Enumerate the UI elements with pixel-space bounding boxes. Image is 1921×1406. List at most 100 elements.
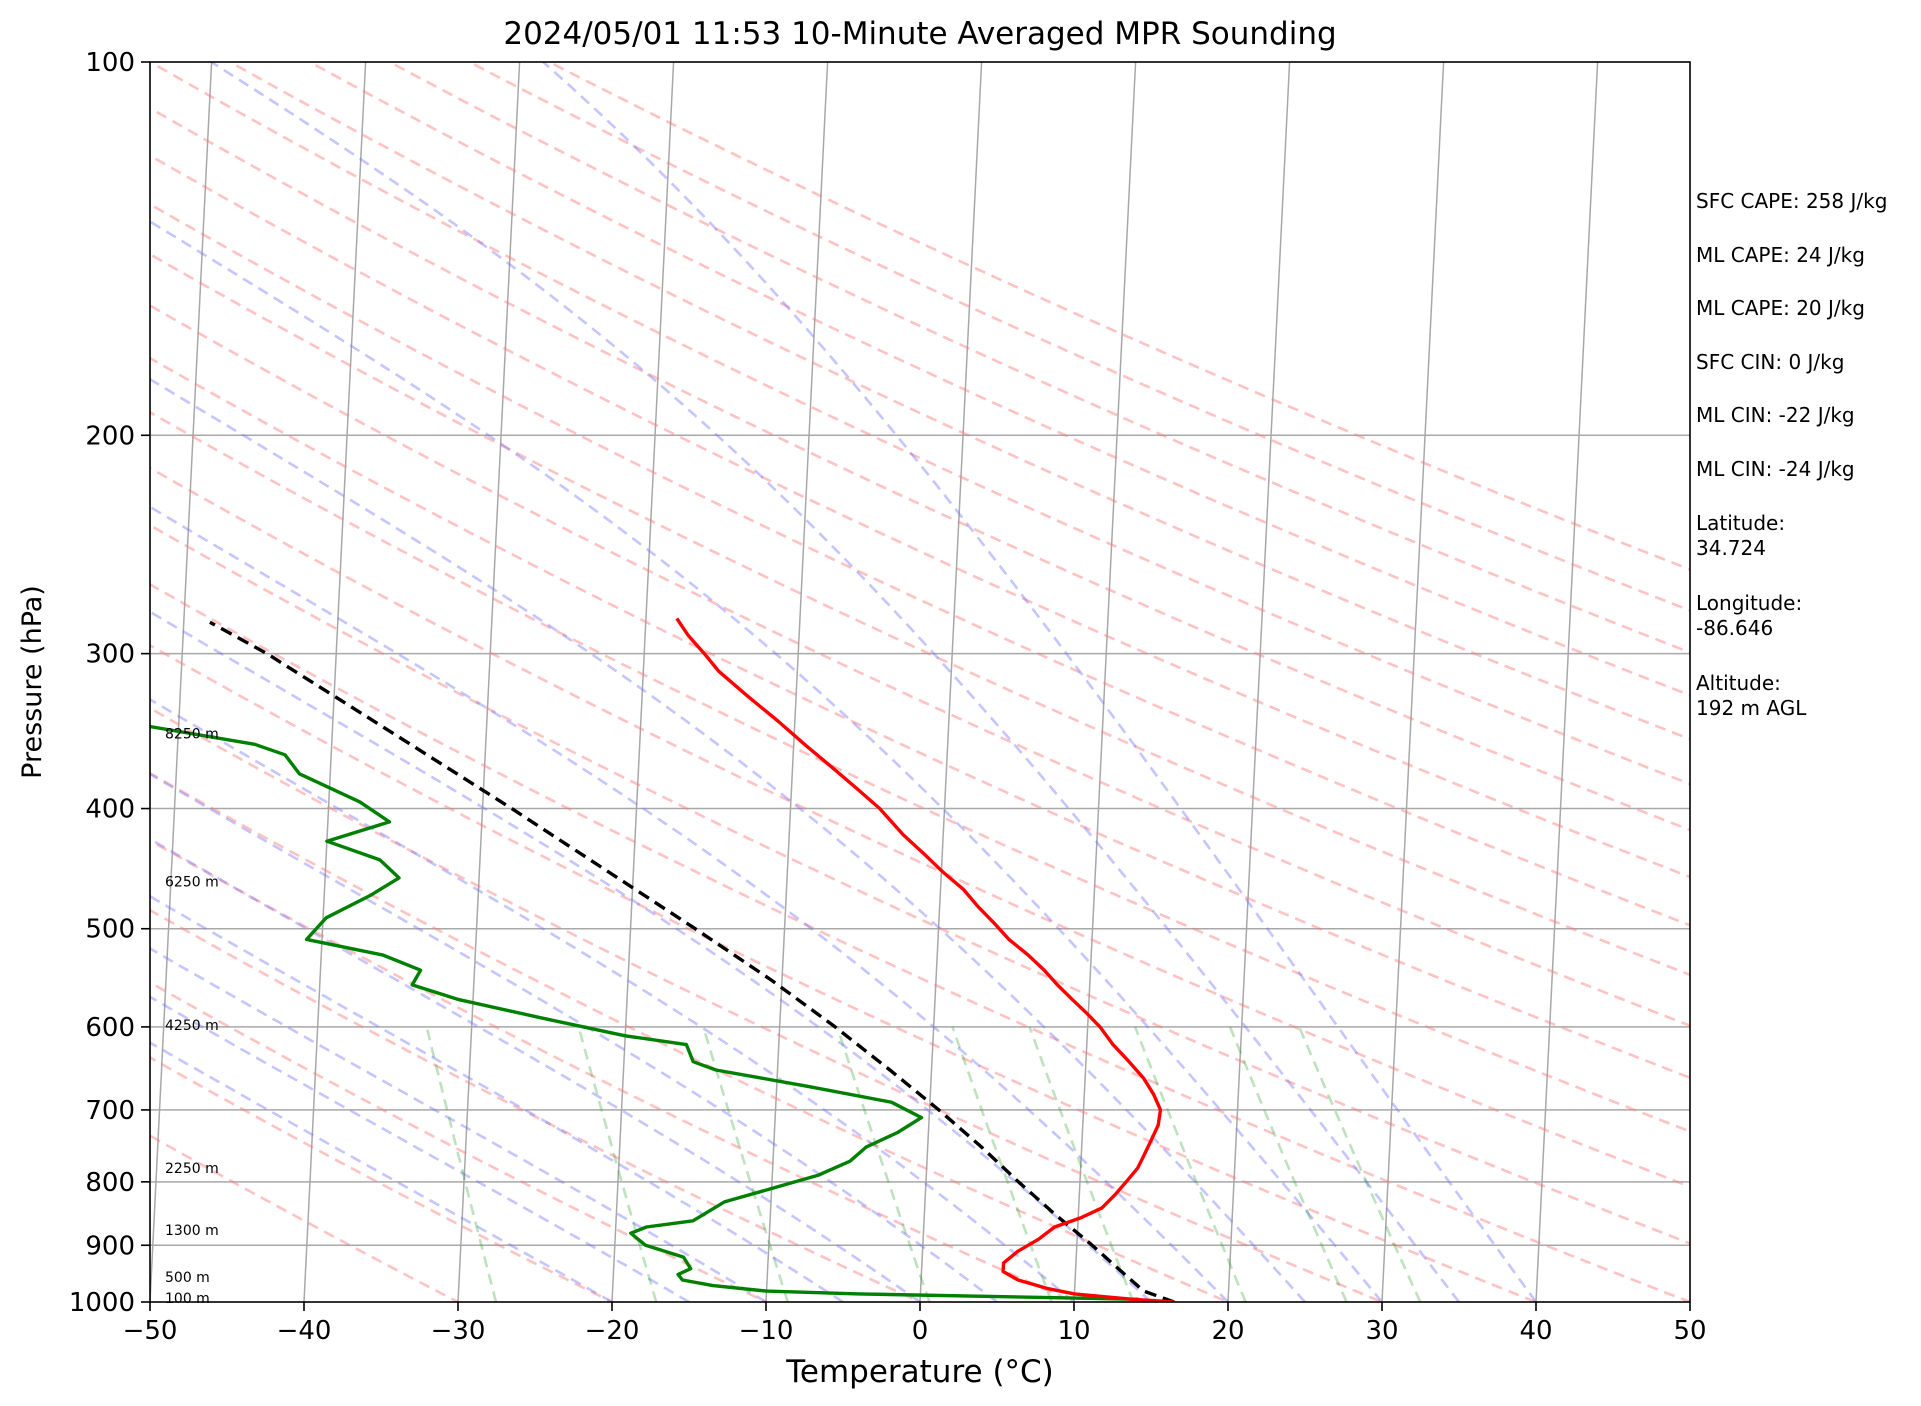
height-label: 500 m xyxy=(165,1270,210,1286)
longitude-value: -86.646 xyxy=(1696,616,1774,640)
y-tick-label: 1000 xyxy=(69,1288,135,1318)
isotherm-line xyxy=(1535,62,1599,1302)
dry-adiabat xyxy=(150,410,1690,1133)
sounding-traces xyxy=(150,617,1175,1302)
ml-cape-text-2: ML CAPE: 20 J/kg xyxy=(1696,296,1865,320)
dry-adiabat xyxy=(229,62,1690,741)
dry-adiabat xyxy=(150,839,1078,1302)
dry-adiabat xyxy=(150,62,1690,786)
dry-adiabat xyxy=(150,154,1690,879)
mixing-ratio-line xyxy=(835,1026,931,1302)
isotherm-line xyxy=(611,62,675,1302)
height-label: 100 m xyxy=(165,1291,210,1307)
dry-adiabat xyxy=(150,202,1690,927)
x-tick-label: −40 xyxy=(277,1316,332,1346)
mixing-ratio-line xyxy=(1228,1026,1348,1302)
moist-adiabat xyxy=(150,697,1075,1302)
x-axis: −50 −40 −30 −20 −10 0 10 20 30 40 50 xyxy=(123,1302,1707,1346)
dry-adiabat xyxy=(468,62,1690,612)
moist-adiabat xyxy=(150,377,1306,1302)
moist-adiabat xyxy=(542,62,1538,1302)
y-tick-label: 800 xyxy=(85,1168,135,1198)
dry-adiabat xyxy=(150,356,1690,1080)
y-tick-label: 100 xyxy=(85,48,135,78)
isotherm-line xyxy=(303,62,367,1302)
y-tick-label: 900 xyxy=(85,1231,135,1261)
longitude-label: Longitude: xyxy=(1696,591,1803,615)
x-tick-label: −10 xyxy=(739,1316,794,1346)
height-label: 1300 m xyxy=(165,1223,219,1239)
y-tick-label: 200 xyxy=(85,421,135,451)
x-axis-label: Temperature (°C) xyxy=(785,1354,1054,1390)
parcel-path xyxy=(209,620,1175,1302)
mixing-ratio-line xyxy=(1028,1026,1135,1302)
y-tick-label: 600 xyxy=(85,1013,135,1043)
isotherm-line xyxy=(150,62,213,1302)
x-tick-label: −30 xyxy=(431,1316,486,1346)
mixing-ratio-line xyxy=(1298,1026,1422,1302)
x-tick-label: 20 xyxy=(1211,1316,1244,1346)
dry-adiabat xyxy=(150,466,1690,1189)
isotherm-line xyxy=(1073,62,1137,1302)
y-tick-label: 400 xyxy=(85,795,135,825)
height-label: 4250 m xyxy=(165,1018,219,1034)
height-labels: 8250 m 6250 m 4250 m 2250 m 1300 m 500 m 100 m xyxy=(165,727,219,1308)
dry-adiabat xyxy=(150,304,1690,1028)
moist-adiabat xyxy=(150,610,1152,1302)
y-axis-label: Pressure (hPa) xyxy=(17,585,48,779)
isotherm-line xyxy=(919,62,983,1302)
x-tick-label: 40 xyxy=(1519,1316,1552,1346)
y-tick-label: 300 xyxy=(85,640,135,670)
dry-adiabat xyxy=(150,523,1690,1245)
chart-title: 2024/05/01 11:53 10-Minute Averaged MPR … xyxy=(503,16,1336,52)
ml-cin-text-2: ML CIN: -24 J/kg xyxy=(1696,457,1855,481)
dry-adiabat xyxy=(150,106,1690,832)
isotherm-line xyxy=(1381,62,1445,1302)
moist-adiabat xyxy=(150,837,921,1302)
x-tick-label: −20 xyxy=(585,1316,640,1346)
dry-adiabat xyxy=(150,1134,461,1302)
mixing-ratio-line xyxy=(702,1026,790,1302)
isotherm-line xyxy=(765,62,829,1302)
dry-adiabat xyxy=(150,582,1690,1302)
dry-adiabat xyxy=(150,771,1232,1302)
moist-adiabat xyxy=(150,505,1229,1302)
y-axis: 100 200 300 400 500 600 700 800 900 1000 xyxy=(69,48,150,1318)
dry-adiabat xyxy=(150,980,770,1302)
dry-adiabat xyxy=(150,706,1386,1302)
y-tick-label: 700 xyxy=(85,1096,135,1126)
moist-adiabat xyxy=(150,219,1384,1302)
latitude-value: 34.724 xyxy=(1696,536,1766,560)
dry-adiabat xyxy=(150,908,924,1302)
altitude-label: Altitude: xyxy=(1696,671,1781,695)
altitude-value: 192 m AGL xyxy=(1696,696,1807,720)
ml-cin-text: ML CIN: -22 J/kg xyxy=(1696,403,1855,427)
background-lines xyxy=(150,62,1690,1302)
dry-adiabat xyxy=(150,643,1540,1302)
latitude-label: Latitude: xyxy=(1696,511,1786,535)
height-label: 6250 m xyxy=(165,874,219,890)
x-tick-label: −50 xyxy=(123,1316,178,1346)
mixing-ratio-line xyxy=(951,1026,1053,1302)
dry-adiabat xyxy=(150,252,1690,977)
height-label: 8250 m xyxy=(165,727,219,743)
moist-adiabat xyxy=(210,62,1461,1302)
dry-adiabat xyxy=(150,1056,615,1302)
height-label: 2250 m xyxy=(165,1161,219,1177)
moist-adiabat xyxy=(150,772,998,1302)
sfc-cin-text: SFC CIN: 0 J/kg xyxy=(1696,350,1845,374)
sfc-cape-text: SFC CAPE: 258 J/kg xyxy=(1696,189,1888,213)
x-tick-label: 50 xyxy=(1673,1316,1706,1346)
isotherm-line xyxy=(1227,62,1291,1302)
dry-adiabat xyxy=(309,62,1690,697)
isotherm-line xyxy=(457,62,521,1302)
y-tick-label: 500 xyxy=(85,915,135,945)
mixing-ratio-line xyxy=(1133,1026,1247,1302)
x-tick-label: 0 xyxy=(912,1316,929,1346)
dewpoint-trace xyxy=(150,724,1139,1301)
x-tick-label: 10 xyxy=(1057,1316,1090,1346)
mixing-ratio-line xyxy=(425,1026,498,1302)
mixing-ratio-line xyxy=(577,1026,658,1302)
x-tick-label: 30 xyxy=(1365,1316,1398,1346)
